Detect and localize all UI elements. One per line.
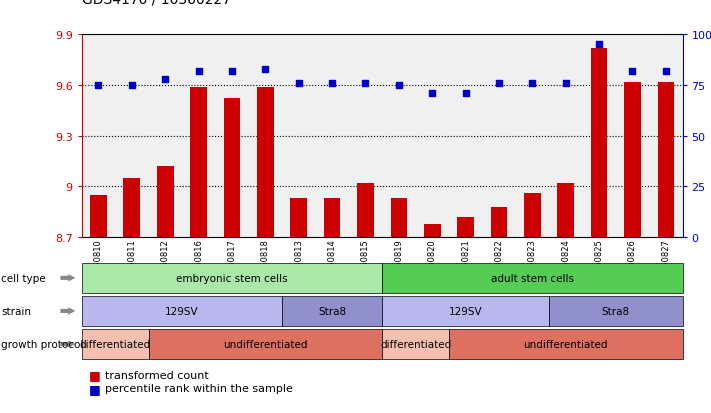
Text: Stra8: Stra8 bbox=[318, 306, 346, 316]
Text: 129SV: 129SV bbox=[449, 306, 483, 316]
Text: ■: ■ bbox=[89, 382, 101, 395]
Bar bbox=[390, 199, 407, 237]
Bar bbox=[624, 82, 641, 237]
Point bbox=[493, 81, 505, 87]
Point bbox=[427, 90, 438, 97]
Point bbox=[560, 81, 572, 87]
Text: undifferentiated: undifferentiated bbox=[223, 339, 308, 349]
Point bbox=[393, 82, 405, 89]
Point bbox=[193, 68, 204, 75]
Bar bbox=[124, 178, 140, 237]
Point bbox=[460, 90, 471, 97]
Bar bbox=[457, 217, 474, 237]
Point bbox=[126, 82, 137, 89]
Bar bbox=[524, 194, 540, 237]
Bar bbox=[324, 199, 341, 237]
Bar bbox=[658, 82, 674, 237]
Point bbox=[326, 81, 338, 87]
Point bbox=[293, 81, 304, 87]
Text: strain: strain bbox=[1, 306, 31, 316]
Point bbox=[594, 42, 605, 49]
Point bbox=[360, 81, 371, 87]
Text: embryonic stem cells: embryonic stem cells bbox=[176, 273, 288, 283]
Bar bbox=[224, 99, 240, 237]
Text: differentiated: differentiated bbox=[380, 339, 451, 349]
Text: GDS4170 / 10360227: GDS4170 / 10360227 bbox=[82, 0, 231, 6]
Text: ■: ■ bbox=[89, 368, 101, 382]
Point bbox=[159, 76, 171, 83]
Bar bbox=[90, 195, 107, 237]
Bar bbox=[257, 88, 274, 237]
Bar bbox=[357, 183, 374, 237]
Text: adult stem cells: adult stem cells bbox=[491, 273, 574, 283]
Point bbox=[92, 82, 104, 89]
Point bbox=[661, 68, 672, 75]
Bar bbox=[290, 199, 307, 237]
Point bbox=[226, 68, 237, 75]
Bar bbox=[591, 49, 607, 237]
Point bbox=[527, 81, 538, 87]
Bar bbox=[191, 88, 207, 237]
Bar bbox=[424, 224, 441, 237]
Text: differentiated: differentiated bbox=[80, 339, 151, 349]
Text: 129SV: 129SV bbox=[165, 306, 198, 316]
Text: undifferentiated: undifferentiated bbox=[523, 339, 608, 349]
Text: cell type: cell type bbox=[1, 273, 46, 283]
Text: transformed count: transformed count bbox=[105, 370, 208, 380]
Text: percentile rank within the sample: percentile rank within the sample bbox=[105, 383, 292, 393]
Text: Stra8: Stra8 bbox=[602, 306, 630, 316]
Point bbox=[260, 66, 271, 73]
Text: growth protocol: growth protocol bbox=[1, 339, 84, 349]
Point bbox=[627, 68, 638, 75]
Bar bbox=[557, 183, 574, 237]
Bar bbox=[157, 166, 173, 237]
Bar bbox=[491, 207, 508, 237]
